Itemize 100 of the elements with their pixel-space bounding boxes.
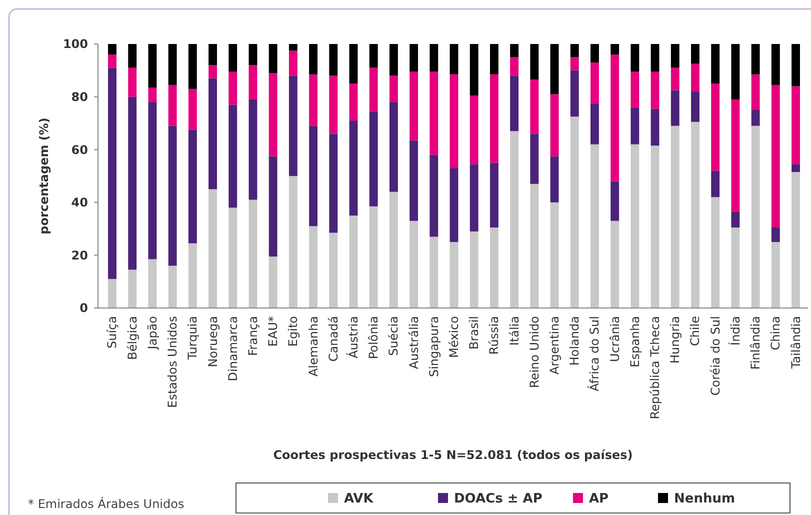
bar xyxy=(389,76,398,102)
bar xyxy=(108,278,116,308)
bar xyxy=(751,44,760,74)
bar xyxy=(630,72,640,108)
bar xyxy=(349,216,358,308)
bar xyxy=(470,164,478,232)
x-tick-label: Hungria xyxy=(668,316,682,364)
bar xyxy=(309,74,318,126)
bar xyxy=(248,65,258,100)
bar xyxy=(550,156,559,202)
bar xyxy=(550,202,559,308)
x-tick-label: Rússia xyxy=(487,316,502,355)
bar xyxy=(691,122,700,308)
bar xyxy=(389,102,398,192)
bar xyxy=(248,99,258,200)
x-tick-label: Índia xyxy=(727,316,742,346)
legend-label: DOACs ± AP xyxy=(454,492,542,507)
bar xyxy=(309,126,318,226)
bar xyxy=(309,44,318,74)
bar xyxy=(650,44,660,72)
bar xyxy=(450,44,458,74)
bar xyxy=(792,164,800,172)
bar xyxy=(430,236,438,308)
x-tick-label: México xyxy=(447,316,461,358)
bar xyxy=(691,44,700,64)
bar xyxy=(329,76,338,134)
bar xyxy=(268,156,278,257)
bar xyxy=(470,44,478,96)
bar xyxy=(530,80,539,134)
bar xyxy=(228,104,238,208)
y-tick-label: 100 xyxy=(62,37,88,52)
bar xyxy=(410,140,418,221)
bar xyxy=(268,256,278,308)
x-tick-label: Dinamarca xyxy=(226,316,240,382)
bar xyxy=(530,134,539,184)
bar xyxy=(792,172,800,308)
bar xyxy=(128,68,137,97)
x-tick-label: Austrália xyxy=(406,316,421,370)
bar xyxy=(208,78,217,190)
bar xyxy=(148,259,157,308)
bar xyxy=(369,68,378,112)
bar xyxy=(430,72,438,155)
bar xyxy=(490,44,498,74)
x-tick-label: Reino Unido xyxy=(527,316,542,388)
bar xyxy=(550,44,559,94)
x-tick-label: África do Sul xyxy=(586,316,602,392)
bar xyxy=(128,44,137,68)
bar xyxy=(570,70,579,117)
x-tick-label: Egito xyxy=(286,316,300,347)
bar xyxy=(731,227,740,308)
bar xyxy=(268,73,278,156)
bar xyxy=(228,208,238,308)
bar xyxy=(490,74,498,163)
bar xyxy=(369,111,378,206)
bar xyxy=(188,130,197,244)
bar xyxy=(670,126,680,308)
bar xyxy=(630,44,640,72)
bar xyxy=(369,44,378,68)
y-tick-label: 0 xyxy=(80,301,88,316)
bar xyxy=(691,64,700,92)
bar xyxy=(188,243,197,308)
bar xyxy=(168,266,177,308)
bar xyxy=(510,44,519,58)
bar xyxy=(792,86,800,164)
bar xyxy=(711,170,720,198)
bar xyxy=(228,44,238,72)
bar xyxy=(148,88,157,102)
bar xyxy=(450,242,458,308)
bar xyxy=(108,54,116,68)
x-tick-label: Coréia do Sul xyxy=(708,316,722,396)
bar xyxy=(450,74,458,168)
text: * Emirados Árabes Unidos xyxy=(28,496,184,511)
bar xyxy=(369,206,378,308)
bar xyxy=(731,212,740,228)
bar xyxy=(771,227,780,242)
bar xyxy=(610,220,620,308)
x-tick-label: França xyxy=(246,316,260,356)
bar xyxy=(329,232,338,308)
bar xyxy=(128,96,137,270)
bar xyxy=(711,197,720,308)
bar xyxy=(610,44,620,55)
bar xyxy=(188,44,197,89)
bar xyxy=(430,44,438,72)
x-tick-label: Singapura xyxy=(426,316,441,378)
y-tick-label: 80 xyxy=(71,90,88,104)
bar xyxy=(570,57,579,70)
x-tick-label: Argentina xyxy=(548,316,562,375)
bar xyxy=(389,44,398,76)
x-tick-label: Turquia xyxy=(186,316,200,361)
bar xyxy=(490,162,498,228)
bar xyxy=(349,120,358,216)
legend-label: AP xyxy=(589,492,609,507)
x-tick-label: Finlândia xyxy=(748,316,763,370)
x-tick-label: Bélgica xyxy=(125,316,140,360)
bar xyxy=(590,44,599,62)
bar xyxy=(148,44,157,88)
bar xyxy=(731,99,740,212)
bar xyxy=(771,44,780,85)
x-tick-label: Estados Unidos xyxy=(166,316,180,408)
bar xyxy=(731,44,740,100)
